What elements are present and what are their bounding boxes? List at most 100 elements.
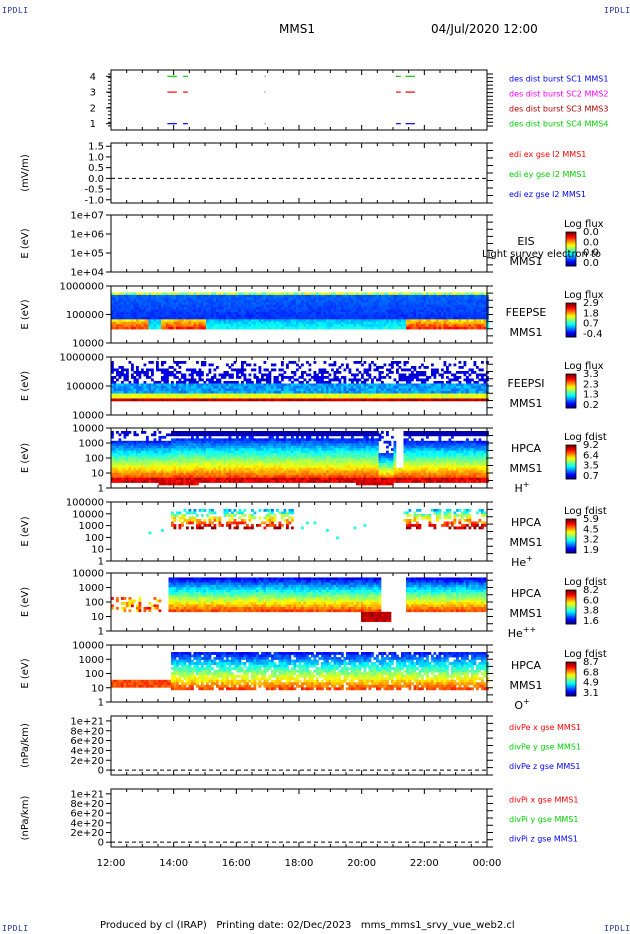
heatmap-cell [131,322,134,325]
heatmap-cell [226,312,229,315]
heatmap-cell [221,305,224,308]
heatmap-cell [194,396,197,399]
heatmap-cell [234,310,237,313]
heatmap-cell [316,389,319,392]
heatmap-cell [186,394,189,397]
heatmap-cell [246,317,249,320]
heatmap-cell [196,391,199,394]
heatmap-cell [434,374,437,377]
heatmap-cell [159,292,162,295]
heatmap-cell [309,295,312,298]
heatmap-cell [164,374,167,377]
heatmap-cell [314,307,317,310]
heatmap-cell [379,317,382,320]
heatmap-cell [391,324,394,327]
heatmap-cell [409,324,412,327]
heatmap-cell [164,446,167,449]
heatmap-cell [211,399,214,402]
heatmap-cell [356,379,359,382]
heatmap-cell [159,441,162,444]
heatmap-cell [329,295,332,298]
heatmap-cell [186,396,189,399]
heatmap-cell [414,324,417,327]
heatmap-cell [124,295,127,298]
heatmap-cell [196,297,199,300]
heatmap-cell [161,327,164,330]
heatmap-cell [434,302,437,305]
heatmap-cell [131,295,134,298]
heatmap-cell [274,384,277,387]
heatmap-cell [426,327,429,330]
heatmap-cell [391,399,394,402]
heatmap-cell [396,314,399,317]
heatmap-cell [231,384,234,387]
heatmap-cell [396,310,399,313]
heatmap-cell [316,374,319,377]
heatmap-cell [159,317,162,320]
heatmap-cell [214,369,217,372]
heatmap-cell [406,302,409,305]
heatmap-cell [306,310,309,313]
heatmap-cell [176,305,179,308]
heatmap-cell [376,300,379,303]
heatmap-cell [281,295,284,298]
heatmap-cell [336,305,339,308]
heatmap-cell [401,307,404,310]
heatmap-cell [214,396,217,399]
heatmap-cell [171,310,174,313]
heatmap-cell [354,394,357,397]
heatmap-cell [416,305,419,308]
heatmap-cell [411,297,414,300]
heatmap-cell [279,322,282,325]
heatmap-cell [411,394,414,397]
heatmap-cell [324,305,327,308]
heatmap-cell [146,386,149,389]
heatmap-cell [316,381,319,384]
heatmap-cell [244,322,247,325]
heatmap-cell [401,322,404,325]
heatmap-cell [389,302,392,305]
heatmap-cell [144,458,147,461]
heatmap-cell [281,379,284,382]
heatmap-cell [324,381,327,384]
heatmap-cell [286,396,289,399]
heatmap-cell [126,371,129,374]
heatmap-cell [356,314,359,317]
heatmap-cell [419,305,422,308]
heatmap-cell [189,322,192,325]
heatmap-cell [409,376,412,379]
heatmap-cell [124,441,127,444]
heatmap-cell [159,468,162,471]
heatmap-cell [476,396,479,399]
heatmap-cell [241,391,244,394]
heatmap-cell [446,371,449,374]
heatmap-cell [194,319,197,322]
heatmap-cell [441,300,444,303]
heatmap-cell [234,327,237,330]
heatmap-cell [144,470,147,473]
heatmap-cell [179,317,182,320]
heatmap-cell [199,376,202,379]
heatmap-cell [449,399,452,402]
heatmap-cell [139,396,142,399]
heatmap-cell [424,379,427,382]
heatmap-cell [481,384,484,387]
heatmap-cell [419,394,422,397]
heatmap-cell [226,300,229,303]
heatmap-cell [119,473,122,476]
heatmap-cell [376,327,379,330]
heatmap-cell [484,399,487,402]
heatmap-cell [454,389,457,392]
heatmap-cell [444,307,447,310]
heatmap-cell [416,295,419,298]
heatmap-cell [406,379,409,382]
heatmap-cell [114,473,117,476]
heatmap-cell [339,297,342,300]
heatmap-cell [176,307,179,310]
heatmap-cell [299,324,302,327]
heatmap-cell [349,322,352,325]
heatmap-cell [391,371,394,374]
heatmap-cell [149,305,152,308]
heatmap-cell [179,324,182,327]
heatmap-cell [296,307,299,310]
